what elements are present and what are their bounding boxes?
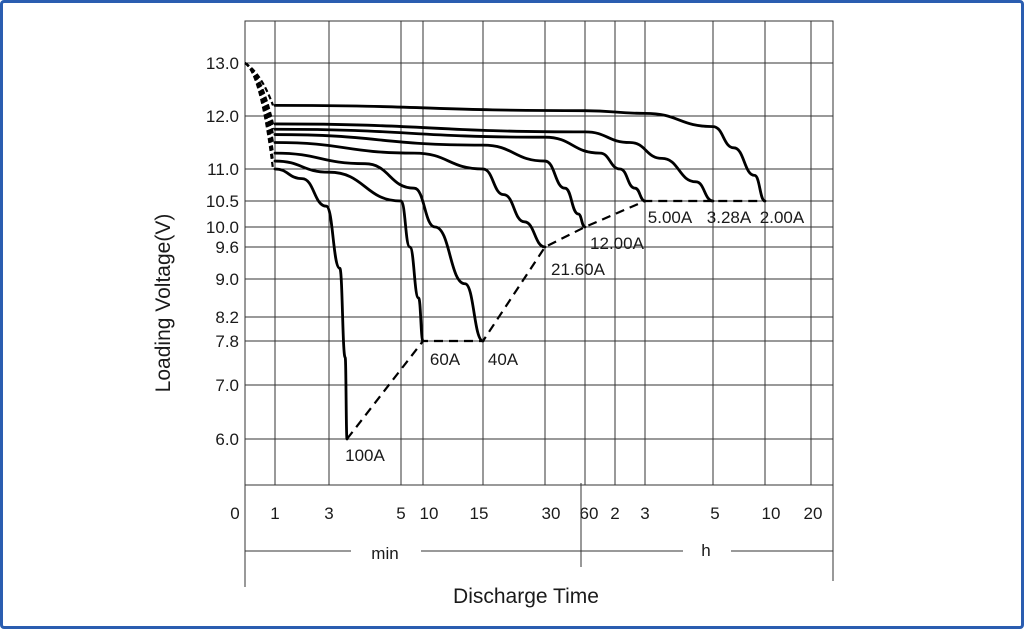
y-tick-label: 7.8	[215, 332, 239, 351]
curve-label-21.60A: 21.60A	[551, 260, 606, 279]
y-tick-label: 6.0	[215, 430, 239, 449]
curve-label-12.00A: 12.00A	[590, 234, 645, 253]
end-voltage-line	[346, 199, 765, 440]
plot-border	[244, 20, 834, 486]
curve-60A	[273, 159, 425, 343]
y-axis-title: Loading Voltage(V)	[152, 214, 175, 393]
y-tick-label: 12.0	[206, 107, 239, 126]
unit-label-h: h	[701, 541, 710, 560]
x-tick-label: 1	[270, 504, 279, 523]
x-tick-label: 3	[324, 504, 333, 523]
curve-label-60A: 60A	[430, 350, 461, 369]
x-axis-title: Discharge Time	[453, 585, 599, 608]
x-tick-label: 10	[762, 504, 781, 523]
x-tick-label: 5	[396, 504, 405, 523]
x-tick-label: 2	[610, 504, 619, 523]
curve-3.28A	[273, 122, 715, 203]
curve-100A	[273, 167, 349, 441]
unit-label-min: min	[371, 544, 398, 563]
curve-12.00A	[273, 133, 587, 229]
y-tick-label: 7.0	[215, 376, 239, 395]
discharge-curves	[244, 62, 767, 441]
curve-label-2.00A: 2.00A	[760, 208, 805, 227]
curve-label-40A: 40A	[488, 350, 519, 369]
curve-40A	[273, 151, 485, 343]
y-tick-label: 10.0	[206, 218, 239, 237]
curve-21.60A	[273, 141, 547, 249]
x-tick-label: 15	[470, 504, 489, 523]
curve-label-5.00A: 5.00A	[648, 208, 693, 227]
initial-drop-2.00A	[244, 62, 275, 106]
tick-labels: 13.0 12.0 11.0 10.5 10.09.6 9.0 8.2 7.8 7.0 6.0 0 1…	[206, 54, 823, 523]
x-tick-label: 20	[804, 504, 823, 523]
curve-5.00A	[273, 127, 647, 203]
curve-2.00A	[273, 104, 767, 203]
curve-label-3.28A: 3.28A	[707, 208, 752, 227]
x-tick-label: 10	[420, 504, 439, 523]
y-tick-label: 9.6	[215, 238, 239, 257]
y-tick-label: 13.0	[206, 54, 239, 73]
x-tick-label: 5	[710, 504, 719, 523]
y-tick-label: 11.0	[207, 160, 239, 179]
x-tick-label: 3	[640, 504, 649, 523]
y-tick-label: 10.5	[206, 192, 239, 211]
curve-label-100A: 100A	[345, 446, 385, 465]
y-tick-label: 9.0	[215, 270, 239, 289]
x-tick-label: 60	[580, 504, 599, 523]
x-tick-label: 0	[230, 504, 239, 523]
x-tick-label: 30	[542, 504, 561, 523]
grid	[244, 20, 834, 486]
y-tick-label: 8.2	[215, 308, 239, 327]
